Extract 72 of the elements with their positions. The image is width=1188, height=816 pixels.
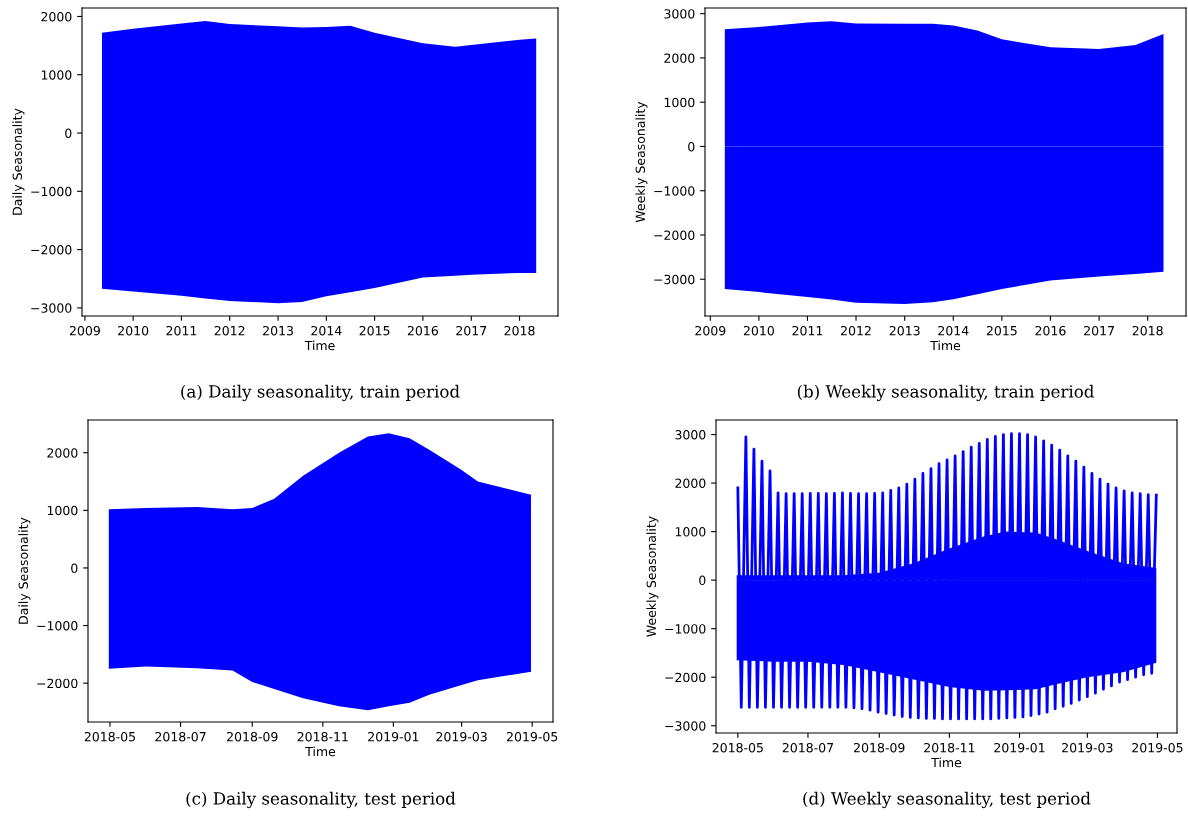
x-tick-label: 2019-03 bbox=[1062, 742, 1113, 753]
y-tick-label: 0 bbox=[65, 128, 72, 138]
y-tick-label: 2000 bbox=[41, 11, 72, 22]
y-tick-label: −1000 bbox=[37, 621, 78, 631]
x-tick-label: 2019-03 bbox=[436, 731, 487, 742]
x-tick-label: 2018-11 bbox=[924, 742, 975, 753]
x-tick-label: 2017 bbox=[456, 325, 487, 336]
x-tick-label: 2010 bbox=[118, 325, 149, 336]
x-tick-label: 2018-09 bbox=[227, 731, 278, 742]
x-tick-label: 2016 bbox=[407, 325, 438, 336]
x-axis-title: Time bbox=[930, 340, 961, 351]
text: (a) Daily seasonality, train period bbox=[181, 384, 460, 402]
x-tick-label: 2009 bbox=[695, 325, 726, 336]
y-tick-label: −3000 bbox=[665, 721, 706, 731]
y-axis-title: Daily Seasonality bbox=[18, 517, 31, 624]
x-tick-label: 2013 bbox=[889, 325, 920, 336]
text: (b) Weekly seasonality, train period bbox=[797, 384, 1094, 402]
x-tick-label: 2012 bbox=[214, 325, 245, 336]
y-tick-label: −2000 bbox=[665, 672, 706, 683]
x-axis-title: Time bbox=[305, 746, 336, 757]
x-tick-label: 2014 bbox=[311, 325, 342, 336]
y-axis-title: Weekly Seasonality bbox=[646, 516, 659, 637]
y-tick-label: −1000 bbox=[665, 624, 706, 634]
y-tick-label: 1000 bbox=[664, 97, 695, 108]
x-tick-label: 2013 bbox=[263, 325, 293, 336]
x-tick-label: 2014 bbox=[938, 325, 969, 336]
text: (c) Daily seasonality, test period bbox=[186, 791, 456, 809]
x-tick-label: 2018-05 bbox=[84, 731, 135, 742]
y-tick-label: 0 bbox=[71, 563, 78, 573]
x-axis-title: Time bbox=[931, 757, 962, 768]
y-tick-label: −3000 bbox=[654, 274, 695, 285]
x-tick-label: 2018-05 bbox=[712, 742, 763, 753]
y-tick-label: 0 bbox=[699, 575, 706, 586]
y-tick-label: 3000 bbox=[664, 9, 695, 19]
x-tick-label: 2017 bbox=[1084, 325, 1114, 336]
x-tick-label: 2011 bbox=[166, 325, 197, 336]
x-tick-label: 2019-01 bbox=[368, 731, 419, 742]
text: (d) Weekly seasonality, test period bbox=[803, 791, 1091, 809]
y-tick-label: 0 bbox=[688, 141, 695, 152]
x-tick-label: 2015 bbox=[986, 325, 1017, 336]
x-tick-label: 2019-01 bbox=[994, 742, 1045, 753]
x-tick-label: 2012 bbox=[841, 325, 871, 336]
x-tick-label: 2018-07 bbox=[782, 742, 834, 753]
x-tick-label: 2016 bbox=[1035, 325, 1066, 336]
x-tick-label: 2018-07 bbox=[155, 731, 206, 742]
y-tick-label: 1000 bbox=[675, 527, 706, 537]
y-tick-label: 2000 bbox=[47, 448, 78, 458]
y-tick-label: −3000 bbox=[31, 303, 72, 313]
y-tick-label: 3000 bbox=[675, 430, 706, 440]
y-tick-label: 1000 bbox=[41, 70, 72, 80]
y-axis-title: Daily Seasonality bbox=[12, 108, 25, 215]
x-tick-label: 2015 bbox=[359, 325, 390, 336]
y-tick-label: 2000 bbox=[664, 53, 695, 63]
y-tick-label: −2000 bbox=[654, 230, 695, 240]
y-tick-label: −1000 bbox=[654, 186, 695, 196]
x-tick-label: 2018-11 bbox=[297, 731, 348, 742]
x-tick-label: 2019-05 bbox=[1132, 742, 1183, 753]
x-tick-label: 2019-05 bbox=[506, 731, 558, 742]
y-tick-label: 1000 bbox=[47, 505, 78, 516]
y-tick-label: −1000 bbox=[31, 186, 72, 197]
x-tick-label: 2018 bbox=[1132, 325, 1163, 336]
line-series bbox=[736, 432, 1158, 721]
x-tick-label: 2010 bbox=[743, 325, 774, 336]
x-tick-label: 2018 bbox=[504, 325, 535, 336]
y-axis-title: Weekly Seasonality bbox=[635, 101, 648, 223]
y-tick-label: 2000 bbox=[675, 478, 706, 489]
x-tick-label: 2011 bbox=[792, 325, 823, 336]
y-tick-label: −2000 bbox=[37, 678, 78, 689]
x-axis-title: Time bbox=[304, 340, 335, 351]
y-tick-label: −2000 bbox=[31, 245, 72, 255]
x-tick-label: 2009 bbox=[69, 325, 100, 336]
x-tick-label: 2018-09 bbox=[854, 742, 905, 753]
